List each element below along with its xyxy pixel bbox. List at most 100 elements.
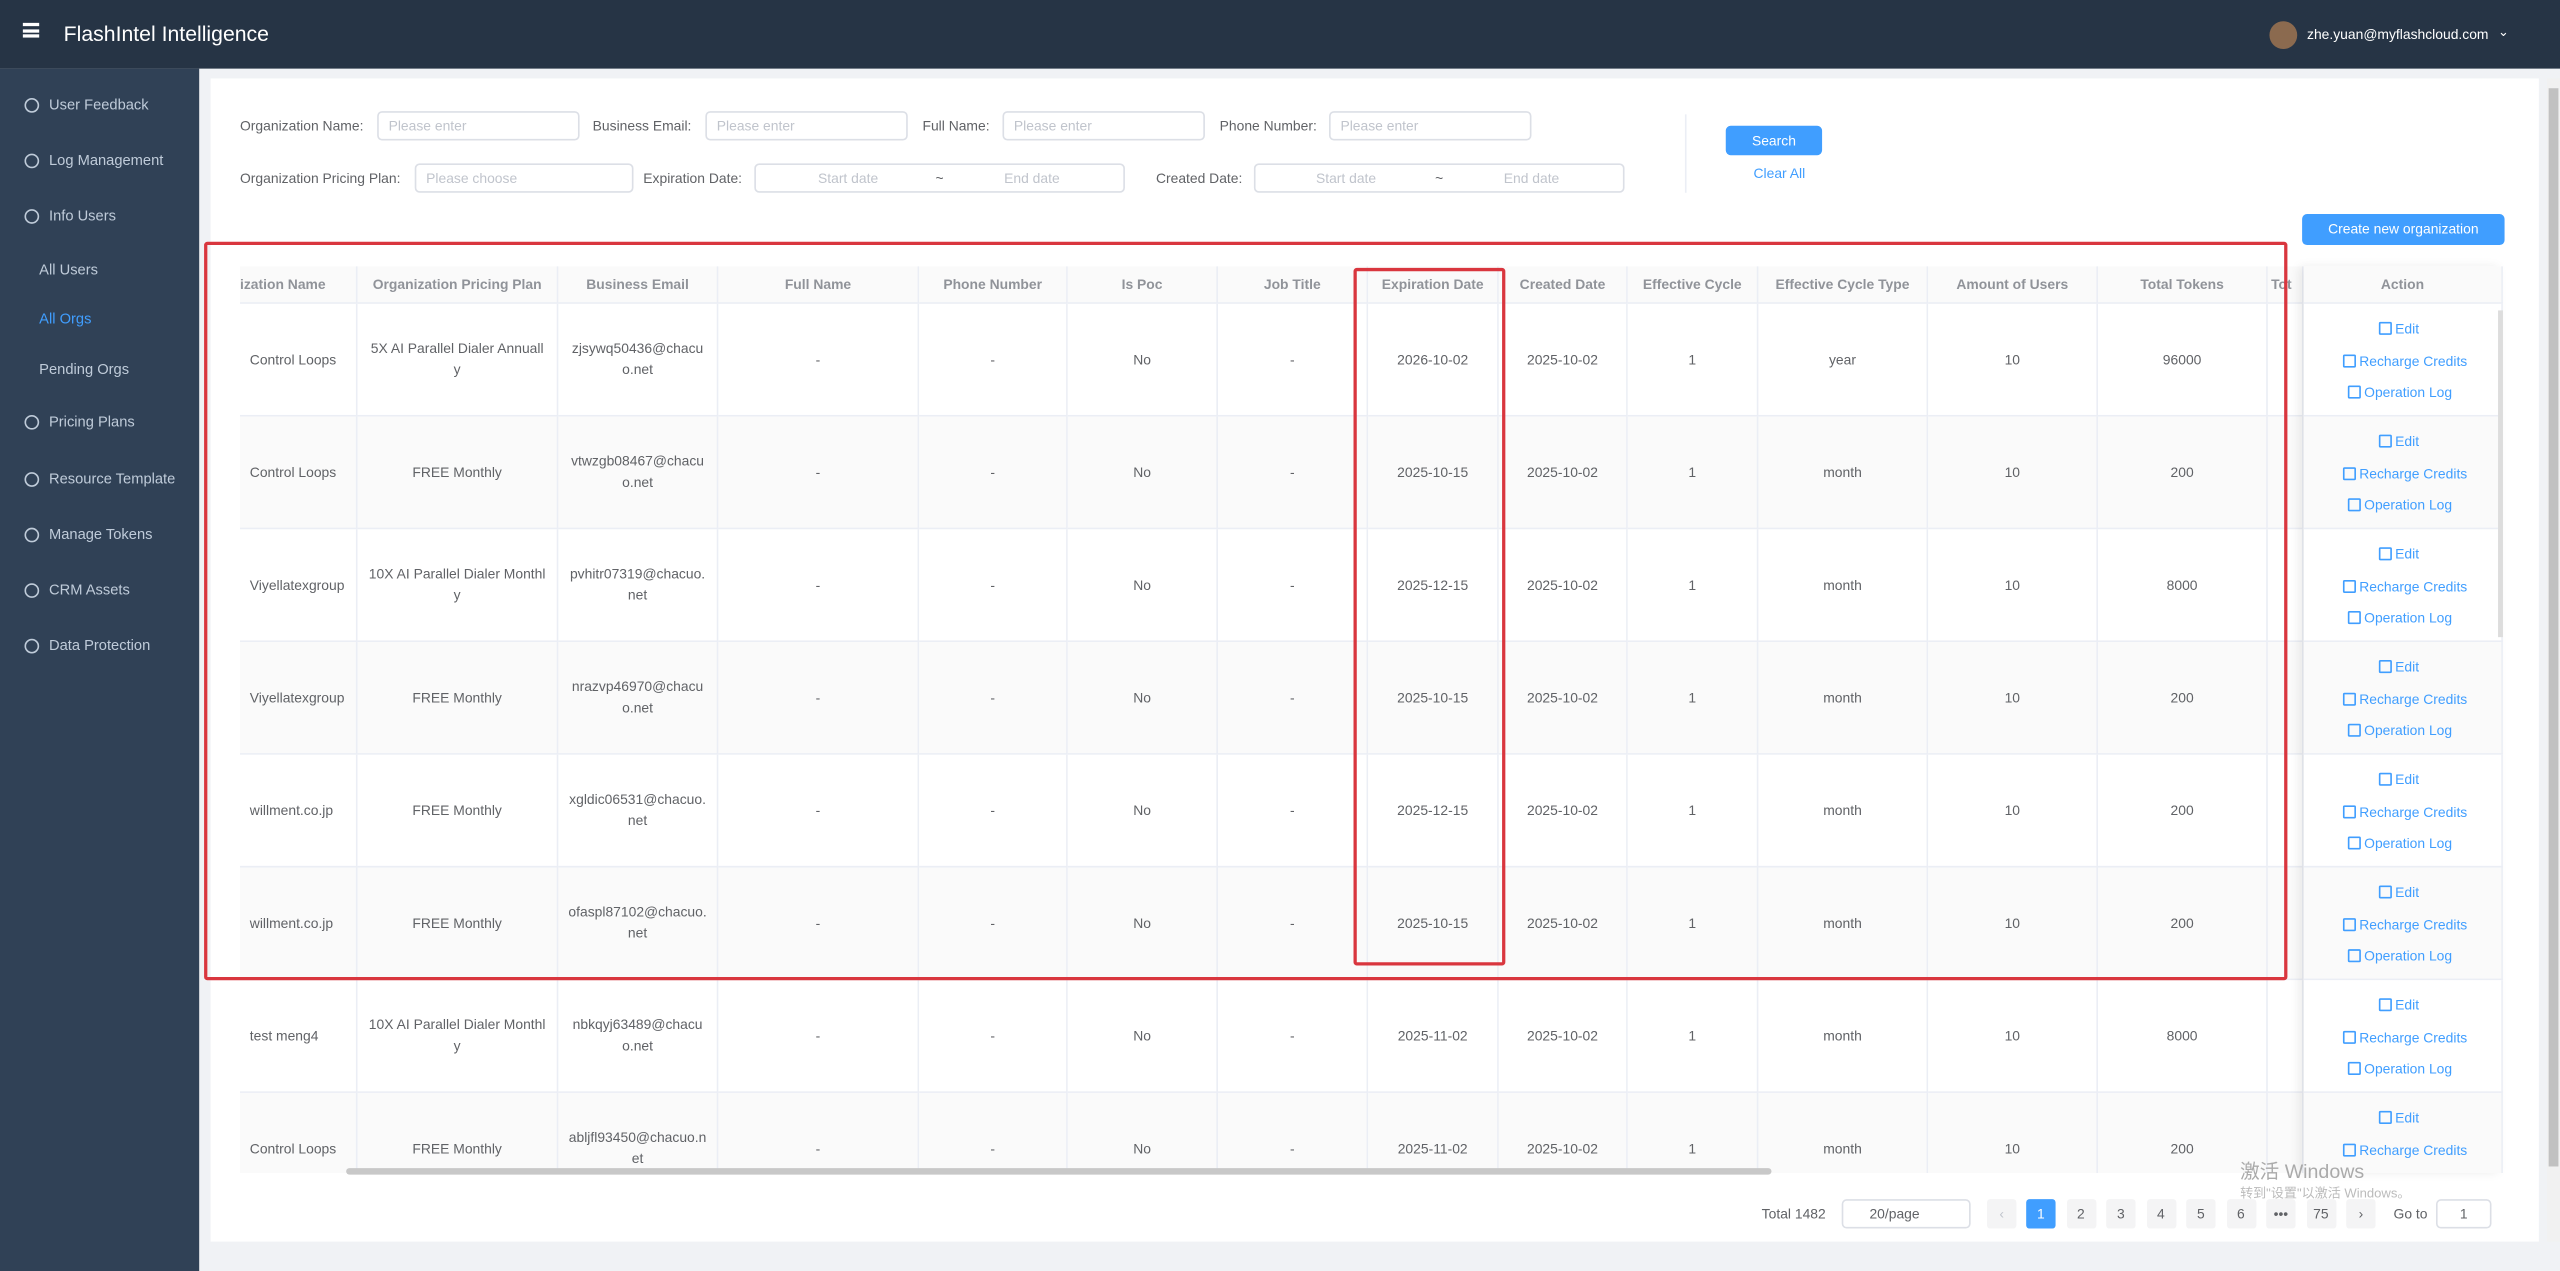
action-cell xyxy=(2303,529,2503,643)
v-scrollbar[interactable] xyxy=(2498,310,2503,638)
menu-item[interactable]: Data Protection xyxy=(48,637,151,654)
date-range[interactable] xyxy=(754,163,1125,193)
action-cell xyxy=(2303,980,2503,1093)
menu-item[interactable]: Manage Tokens xyxy=(48,526,153,543)
avatar[interactable] xyxy=(2269,21,2298,50)
menu-item[interactable]: Info Users xyxy=(48,207,116,224)
create-button[interactable]: Create new organization xyxy=(2302,214,2505,246)
table-cell: FREE Monthly xyxy=(357,1092,559,1173)
action-cell xyxy=(2303,1092,2503,1173)
action-link[interactable]: Recharge Credits xyxy=(2359,577,2468,594)
menu-item[interactable]: Resource Template xyxy=(48,470,176,487)
table-cell: Control Loops xyxy=(240,416,358,530)
action-link[interactable]: Edit xyxy=(2395,771,2420,788)
filter-input[interactable]: Please enter xyxy=(1002,111,1205,141)
page-button[interactable]: 6 xyxy=(2226,1199,2256,1229)
h-scrollbar[interactable] xyxy=(346,1168,1772,1175)
filter-label: Organization Name: xyxy=(240,117,364,134)
prev-page[interactable]: ‹ xyxy=(1986,1199,2017,1229)
action-link[interactable]: Edit xyxy=(2395,432,2420,450)
page-button[interactable]: 4 xyxy=(2146,1199,2176,1229)
submenu-item[interactable]: All Orgs xyxy=(39,310,92,327)
menu-item[interactable]: User Feedback xyxy=(48,96,149,113)
action-cell xyxy=(2303,416,2503,530)
page-button[interactable]: 75 xyxy=(2306,1199,2336,1229)
page-button[interactable]: 2 xyxy=(2066,1199,2096,1229)
action-link[interactable]: Edit xyxy=(2395,1109,2420,1126)
header: FlashIntel Intelligence zhe.yuan@myflash… xyxy=(0,0,2560,69)
action-link[interactable]: Recharge Credits xyxy=(2359,464,2468,482)
action-cell xyxy=(2303,867,2503,981)
action-icon xyxy=(2347,498,2361,512)
table-cell: 2025-11-02 xyxy=(1368,1092,1499,1173)
action-link[interactable]: Edit xyxy=(2395,996,2420,1013)
user-email[interactable]: zhe.yuan@myflashcloud.com xyxy=(2307,26,2489,43)
filter-input[interactable]: Please enter xyxy=(705,111,908,141)
action-link[interactable]: Recharge Credits xyxy=(2359,802,2468,820)
table-cell: FREE Monthly xyxy=(357,754,559,868)
column-header: Business Email xyxy=(558,266,719,304)
filter-select[interactable]: Please choose xyxy=(414,163,634,193)
submenu-item[interactable]: All Users xyxy=(39,261,98,278)
action-link[interactable]: Recharge Credits xyxy=(2359,1028,2468,1045)
table-cell: 10 xyxy=(1928,754,2099,868)
table-cell: abljfl93450@chacuo.net xyxy=(558,1092,719,1173)
table-cell: 10 xyxy=(1928,529,2099,643)
menu-item[interactable]: CRM Assets xyxy=(48,581,130,598)
menu-icon xyxy=(24,527,40,543)
column-header: ization Name xyxy=(240,266,358,304)
next-page[interactable]: › xyxy=(2346,1199,2376,1229)
menu-toggle[interactable] xyxy=(22,22,40,38)
menu-item[interactable]: Log Management xyxy=(48,151,164,169)
date-range[interactable] xyxy=(1253,163,1625,193)
table-cell: vtwzgb08467@chacuo.net xyxy=(558,416,719,530)
action-link[interactable]: Operation Log xyxy=(2364,834,2453,852)
page-button[interactable]: ••• xyxy=(2266,1199,2296,1229)
action-link[interactable]: Operation Log xyxy=(2364,496,2453,513)
page-scrollbar[interactable] xyxy=(2547,78,2560,1242)
table-cell: 2025-10-02 xyxy=(1498,980,1628,1093)
menu-item[interactable]: Pricing Plans xyxy=(48,413,135,430)
user-caret: ⌄ xyxy=(2498,24,2509,40)
action-link[interactable]: Recharge Credits xyxy=(2359,690,2468,707)
table-cell: 2025-10-15 xyxy=(1368,642,1499,755)
filter-label: Phone Number: xyxy=(1219,117,1317,134)
table-cell: 2025-10-15 xyxy=(1368,416,1499,530)
search-button[interactable]: Search xyxy=(1725,125,1823,156)
action-link[interactable]: Operation Log xyxy=(2364,1060,2453,1077)
table-row xyxy=(2267,1092,2304,1173)
goto-input[interactable]: 1 xyxy=(2435,1199,2492,1229)
action-icon xyxy=(2378,1110,2392,1124)
page-button[interactable]: 1 xyxy=(2026,1199,2056,1229)
table-cell: - xyxy=(718,980,920,1093)
table-cell: 10 xyxy=(1928,980,2099,1093)
action-link[interactable]: Operation Log xyxy=(2364,722,2453,739)
clear-button[interactable]: Clear All xyxy=(1753,165,1806,182)
table-cell: FREE Monthly xyxy=(357,642,559,755)
action-link[interactable]: Recharge Credits xyxy=(2359,352,2468,369)
table-cell: - xyxy=(919,642,1068,755)
filter-input[interactable]: Please enter xyxy=(377,111,580,141)
page-size-select[interactable]: 20/page xyxy=(1841,1199,1971,1229)
action-link[interactable]: Operation Log xyxy=(2364,609,2453,626)
table-cell: - xyxy=(1217,416,1369,530)
table-cell: - xyxy=(919,416,1068,530)
filter-input[interactable]: Please enter xyxy=(1329,111,1532,141)
table-cell: Control Loops xyxy=(240,1092,358,1173)
action-link[interactable]: Edit xyxy=(2395,320,2420,337)
action-link[interactable]: Edit xyxy=(2395,883,2420,901)
page-button[interactable]: 5 xyxy=(2186,1199,2216,1229)
action-column: Action Edit Recharge Credits Operation Log E… xyxy=(2303,266,2503,1173)
action-link[interactable]: Recharge Credits xyxy=(2359,1141,2468,1158)
action-link[interactable]: Recharge Credits xyxy=(2359,915,2468,933)
table-cell: - xyxy=(1217,980,1369,1093)
submenu-item[interactable]: Pending Orgs xyxy=(39,361,130,378)
action-link[interactable]: Operation Log xyxy=(2364,383,2453,401)
table-cell: 1 xyxy=(1627,980,1759,1093)
action-link[interactable]: Operation Log xyxy=(2364,947,2453,964)
page-button[interactable]: 3 xyxy=(2106,1199,2136,1229)
action-link[interactable]: Edit xyxy=(2395,658,2420,675)
app-title: FlashIntel Intelligence xyxy=(63,21,269,46)
action-link[interactable]: Edit xyxy=(2395,545,2420,562)
